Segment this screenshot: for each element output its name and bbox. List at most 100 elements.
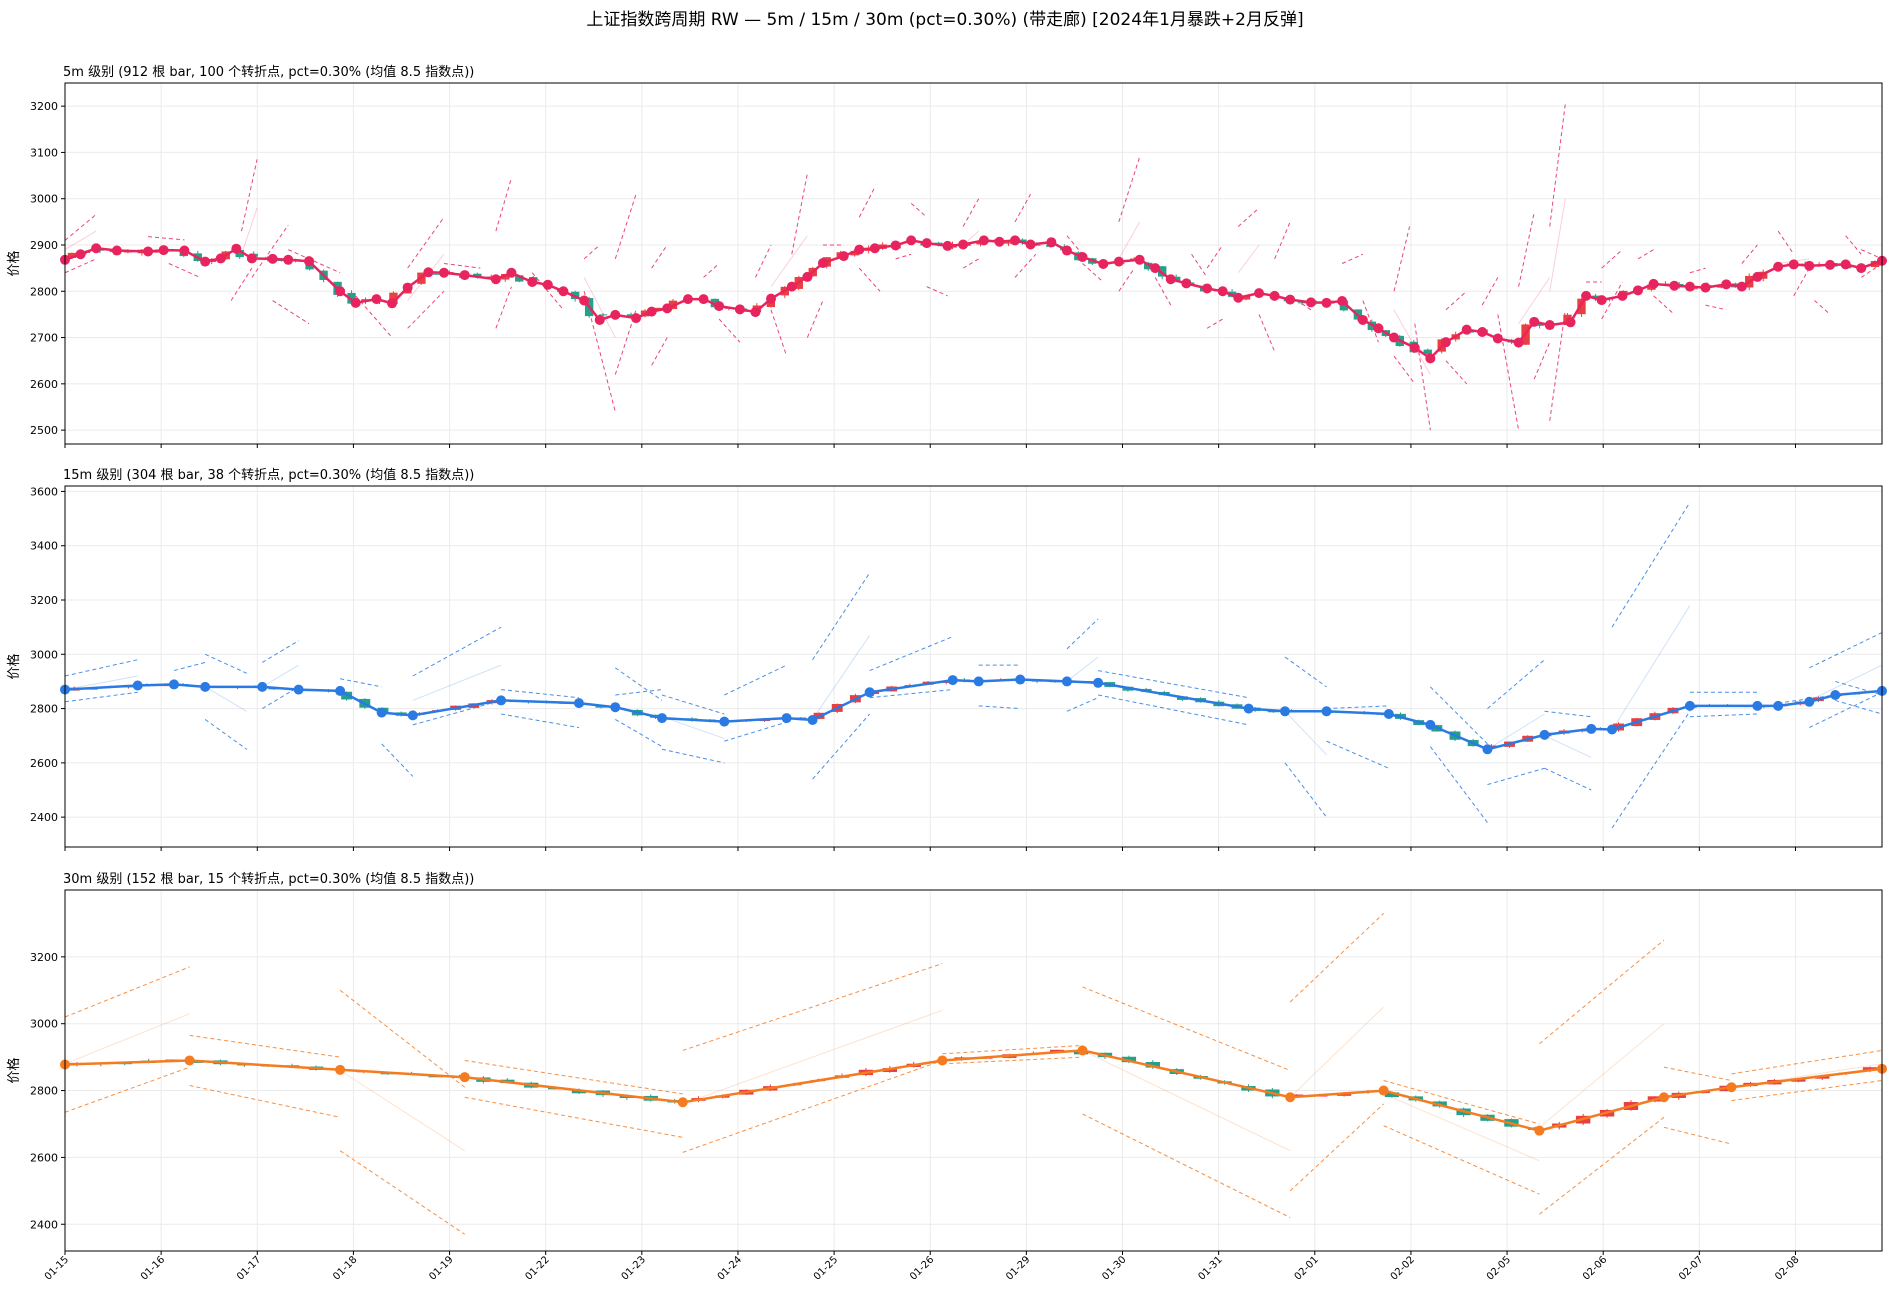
corridor-line (64, 659, 138, 677)
projection-line (682, 1009, 943, 1105)
candle-body (1145, 1061, 1160, 1068)
pivot-point (1202, 283, 1213, 294)
corridor-line (339, 989, 466, 1088)
corridor-line (583, 244, 601, 260)
corridor-line (869, 636, 953, 672)
y-tick-label: 3000 (30, 193, 58, 206)
pivot-point (1752, 271, 1763, 282)
corridor-line (718, 318, 741, 343)
pivot-point (631, 313, 642, 324)
corridor-line (755, 244, 772, 278)
pivot-point (335, 286, 346, 297)
y-axis-label: 价格 (6, 1057, 22, 1083)
corridor-line (1861, 249, 1883, 260)
plot-frame (64, 889, 1883, 1252)
y-tick-label: 3600 (30, 485, 58, 498)
y-tick-label: 2600 (30, 757, 58, 770)
corridor-line (64, 1066, 190, 1113)
pivot-point (1279, 706, 1290, 717)
corridor-line (412, 699, 502, 726)
corridor-line (615, 689, 663, 696)
corridor-line (168, 263, 201, 278)
pivot-point (973, 676, 984, 687)
pivot-point (942, 240, 953, 251)
corridor-line (1206, 318, 1223, 329)
corridor-line (1637, 249, 1654, 260)
pivot-point (303, 256, 314, 267)
pivot-point (1684, 281, 1695, 292)
corridor-line (1689, 267, 1706, 274)
candle-body (428, 1076, 443, 1078)
pivot-point (1046, 237, 1057, 248)
pivot-point (1383, 709, 1394, 719)
pivot-point (158, 245, 169, 256)
corridor-line (791, 173, 808, 255)
pivot-point (610, 309, 621, 320)
corridor-line (1611, 711, 1691, 829)
candle-body (389, 292, 398, 304)
projection-line (412, 664, 502, 701)
candle-body (598, 314, 608, 316)
pivot-point (1181, 278, 1192, 289)
projection-line (262, 664, 299, 688)
corridor-line (1741, 244, 1758, 264)
corridor-line (495, 177, 512, 232)
pivot-point (143, 246, 154, 257)
corridor-line (1549, 309, 1566, 421)
pivot-point (573, 698, 584, 709)
pivot-point (1788, 259, 1799, 270)
corridor-line (1539, 1116, 1665, 1215)
candle-body (151, 251, 161, 253)
pivot-point (376, 707, 387, 718)
candle-body (1050, 1049, 1065, 1052)
candle-body (1577, 298, 1586, 315)
corridor-line (703, 263, 720, 278)
corridor-line (926, 286, 948, 297)
pivot-point (1321, 706, 1332, 717)
pivot-point (1513, 337, 1524, 348)
projection-line (1544, 735, 1592, 758)
y-tick-label: 3200 (30, 100, 58, 113)
corridor-line (500, 713, 580, 729)
pivot-point (438, 267, 449, 278)
corridor-line (1191, 253, 1208, 278)
x-tick-label: 02-07 (1677, 1254, 1705, 1282)
corridor-line (1663, 1126, 1732, 1145)
pivot-point (200, 681, 211, 692)
corridor-line (241, 159, 258, 232)
corridor-line (1533, 341, 1551, 380)
pivot-point (1721, 279, 1732, 290)
corridor-line (1705, 304, 1727, 311)
pivot-point (132, 680, 143, 691)
pivot-point (750, 307, 761, 318)
corridor-line (1326, 705, 1389, 710)
corridor-line (1809, 632, 1883, 669)
pivot-point (215, 253, 226, 264)
pivot-point (1093, 677, 1104, 688)
pivot-point (490, 274, 501, 285)
pivot-point (1736, 281, 1747, 292)
x-tick-label: 01-30 (1100, 1254, 1128, 1282)
pivot-point (698, 294, 709, 305)
chart-panel-1: 5m 级别 (912 根 bar, 100 个转折点, pct=0.30% (均… (6, 64, 1887, 448)
corridor-line (251, 224, 289, 278)
pivot-point (1633, 285, 1644, 296)
pivot-point (1285, 1092, 1296, 1103)
pivot-point (869, 243, 880, 254)
pivot-point (1077, 1045, 1088, 1056)
pivot-point (1373, 323, 1384, 334)
candle-body (1018, 239, 1027, 243)
corridor-line (189, 1085, 341, 1118)
corridor-line (661, 748, 725, 764)
pivot-point (169, 679, 180, 690)
pivot-point (662, 303, 673, 314)
pivot-point (1607, 724, 1618, 735)
pivot-point (714, 301, 725, 312)
x-tick-label: 02-01 (1293, 1254, 1321, 1282)
corridor-line (464, 1059, 683, 1095)
projection-line (1118, 221, 1141, 260)
y-tick-label: 3200 (30, 594, 58, 607)
pivot-point (958, 239, 969, 250)
y-tick-label: 3200 (30, 951, 58, 964)
y-axis-label: 价格 (6, 250, 22, 276)
